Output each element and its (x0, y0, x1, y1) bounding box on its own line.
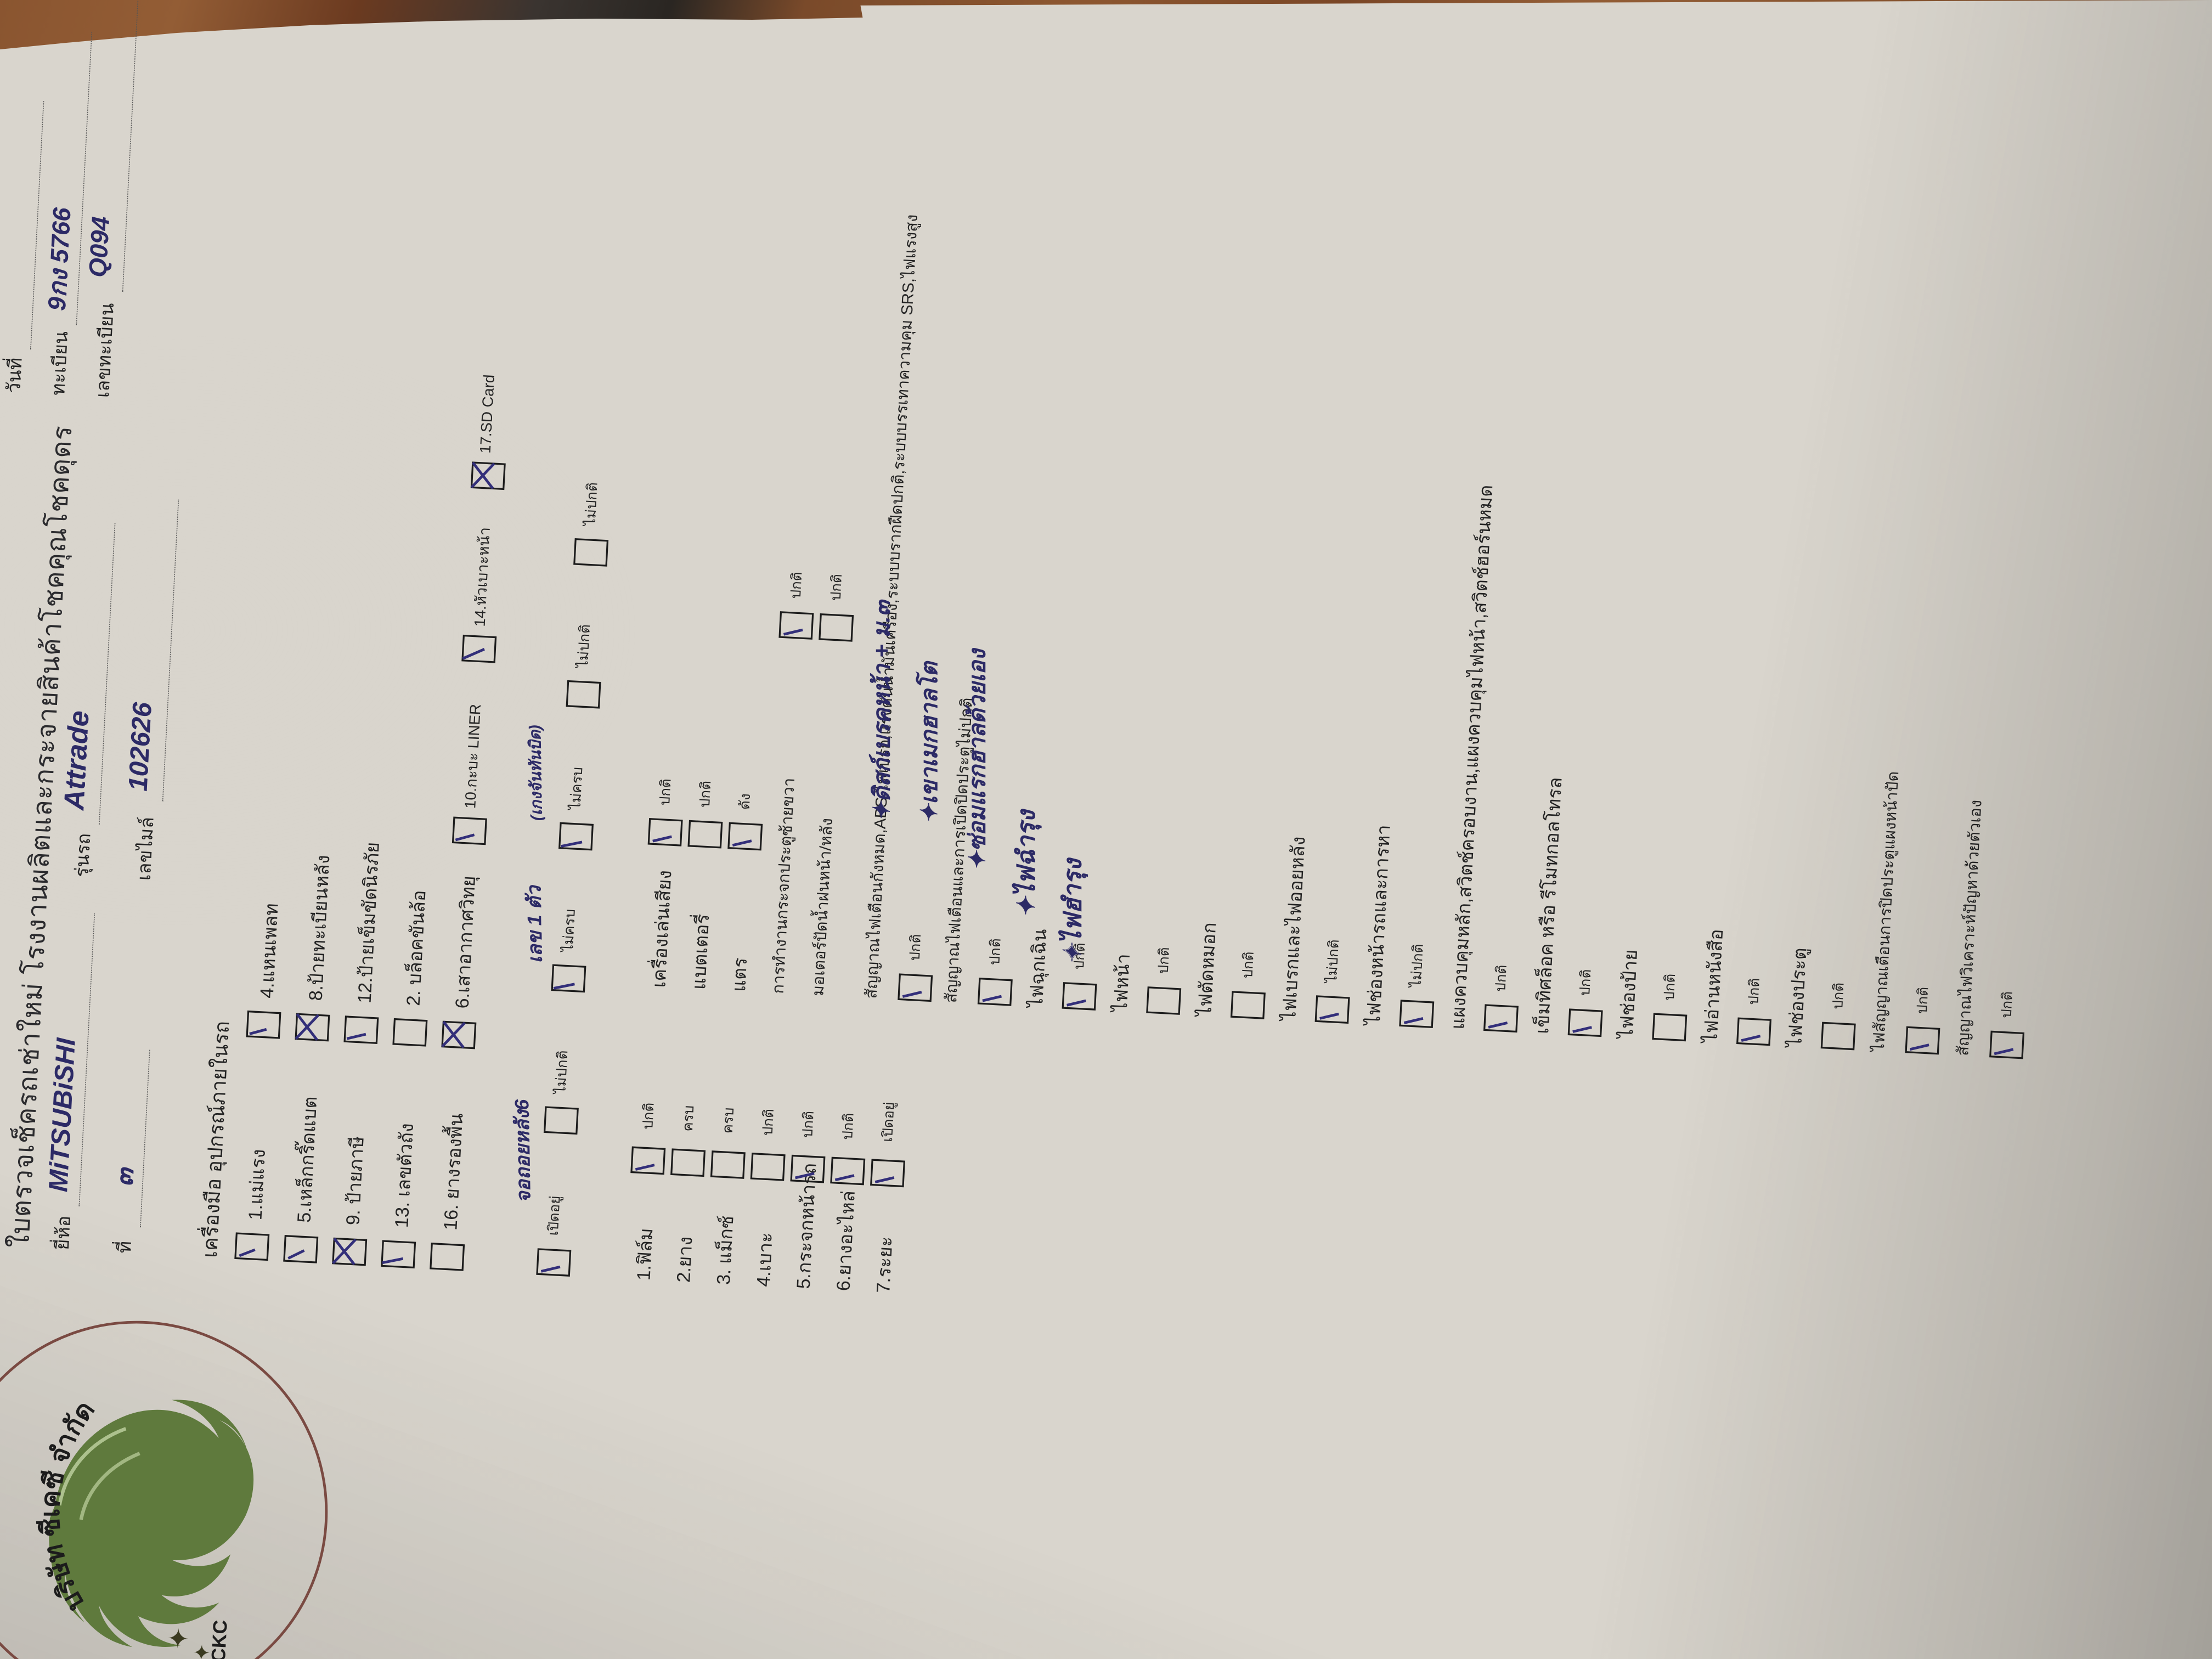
svg-text:บริษัท ซีเคซี จำกัด: บริษัท ซีเคซี จำกัด (30, 1393, 101, 1617)
